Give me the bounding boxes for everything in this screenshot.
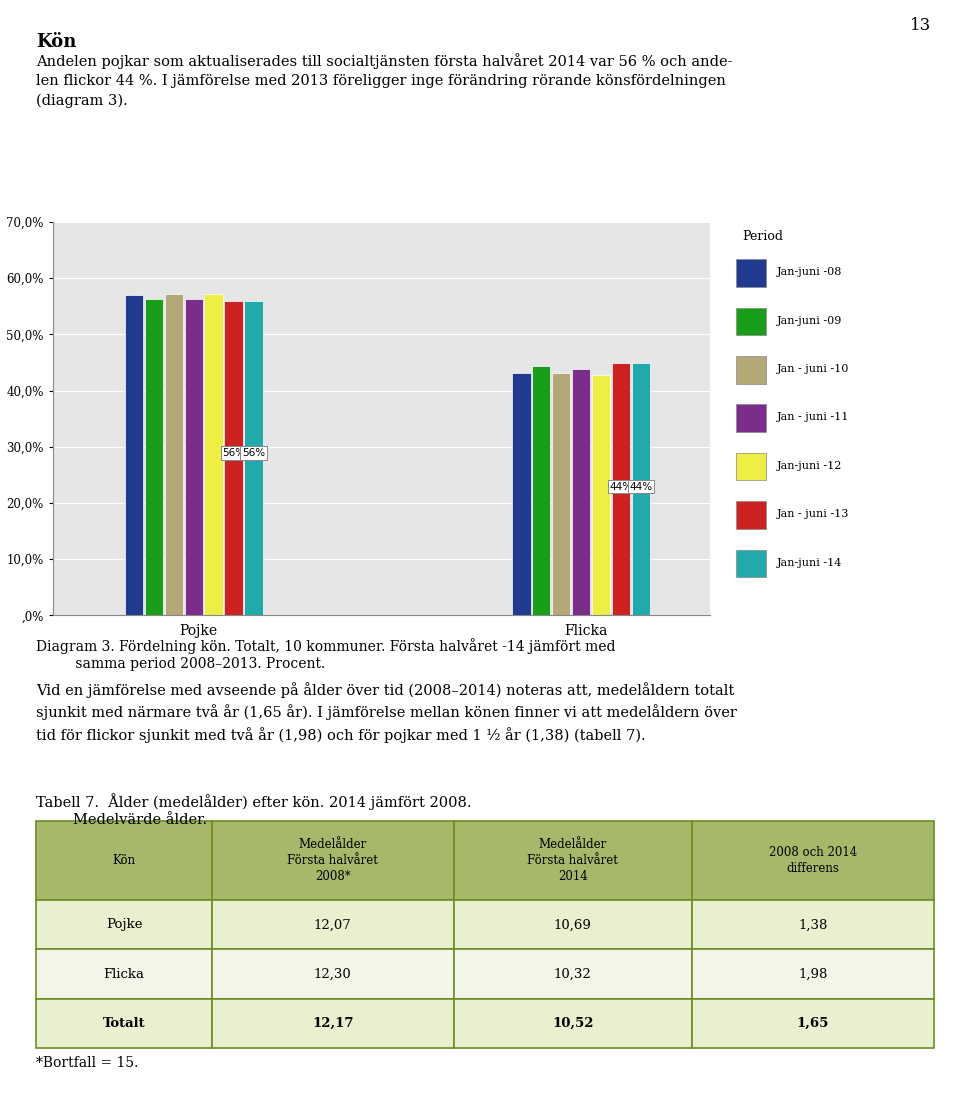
Text: 12,30: 12,30 <box>314 968 351 980</box>
Text: samma period 2008–2013. Procent.: samma period 2008–2013. Procent. <box>36 657 325 671</box>
Text: Kön: Kön <box>112 854 135 867</box>
Text: 10,52: 10,52 <box>552 1017 593 1030</box>
Bar <box>211 901 454 949</box>
Bar <box>735 550 766 578</box>
Bar <box>592 375 611 615</box>
Bar <box>211 821 454 901</box>
Bar <box>164 294 183 615</box>
Text: Vid en jämförelse med avseende på ålder över tid (2008–2014) noteras att, medelå: Vid en jämförelse med avseende på ålder … <box>36 682 737 743</box>
Bar <box>125 295 143 615</box>
Bar <box>512 373 531 615</box>
Bar <box>735 405 766 433</box>
Bar <box>454 901 692 949</box>
Text: 44%: 44% <box>630 481 653 491</box>
Text: 10,32: 10,32 <box>554 968 591 980</box>
Text: Period: Period <box>742 230 783 243</box>
Bar <box>692 821 934 901</box>
Text: 13: 13 <box>910 17 931 33</box>
Bar <box>532 366 550 615</box>
Text: Flicka: Flicka <box>104 968 145 980</box>
Text: Medelålder
Första halvåret
2014: Medelålder Första halvåret 2014 <box>527 838 618 883</box>
Bar <box>184 299 203 615</box>
Bar <box>204 294 223 615</box>
Text: Jan-juni -09: Jan-juni -09 <box>777 316 842 326</box>
Text: *Bortfall = 15.: *Bortfall = 15. <box>36 1056 139 1070</box>
Text: Kön: Kön <box>36 33 77 51</box>
Bar <box>735 356 766 384</box>
Text: 10,69: 10,69 <box>554 918 591 932</box>
Text: Jan - juni -13: Jan - juni -13 <box>777 509 849 519</box>
Text: 2008 och 2014
differens: 2008 och 2014 differens <box>769 846 857 875</box>
Bar <box>36 999 211 1048</box>
Text: Totalt: Totalt <box>103 1017 145 1030</box>
Bar <box>552 373 570 615</box>
Text: Jan-juni -14: Jan-juni -14 <box>777 558 842 568</box>
Text: Tabell 7.  Ålder (medelålder) efter kön. 2014 jämfört 2008.: Tabell 7. Ålder (medelålder) efter kön. … <box>36 793 472 810</box>
Text: Jan-juni -08: Jan-juni -08 <box>777 267 842 277</box>
Text: 1,65: 1,65 <box>797 1017 829 1030</box>
Bar <box>612 363 631 615</box>
Text: 56%: 56% <box>222 448 245 458</box>
Bar <box>145 298 163 615</box>
Bar <box>735 260 766 287</box>
Bar <box>36 821 211 901</box>
Bar <box>211 999 454 1048</box>
Bar <box>735 452 766 480</box>
Text: 56%: 56% <box>242 448 265 458</box>
Bar <box>36 901 211 949</box>
Text: Jan-juni -12: Jan-juni -12 <box>777 461 842 471</box>
Text: 44%: 44% <box>610 481 633 491</box>
Bar <box>36 949 211 999</box>
Bar <box>245 302 263 615</box>
Bar <box>454 949 692 999</box>
Text: 1,98: 1,98 <box>798 968 828 980</box>
Bar <box>692 999 934 1048</box>
Text: Pojke: Pojke <box>106 918 142 932</box>
Bar <box>454 999 692 1048</box>
Bar <box>692 949 934 999</box>
Text: Jan - juni -11: Jan - juni -11 <box>777 413 849 423</box>
Bar <box>735 307 766 335</box>
Text: Medelvärde ålder.: Medelvärde ålder. <box>36 813 207 827</box>
Bar <box>632 363 650 615</box>
Bar <box>225 302 243 615</box>
Text: 1,38: 1,38 <box>798 918 828 932</box>
Text: Diagram 3. Fördelning kön. Totalt, 10 kommuner. Första halvåret -14 jämfört med: Diagram 3. Fördelning kön. Totalt, 10 ko… <box>36 638 616 653</box>
Text: 12,17: 12,17 <box>312 1017 353 1030</box>
Text: Jan - juni -10: Jan - juni -10 <box>777 364 849 374</box>
Text: 12,07: 12,07 <box>314 918 351 932</box>
Bar <box>211 949 454 999</box>
Bar <box>572 369 590 615</box>
Bar <box>692 901 934 949</box>
Text: Medelålder
Första halvåret
2008*: Medelålder Första halvåret 2008* <box>287 838 378 883</box>
Bar <box>454 821 692 901</box>
Bar <box>735 501 766 529</box>
Text: Andelen pojkar som aktualiserades till socialtjänsten första halvåret 2014 var 5: Andelen pojkar som aktualiserades till s… <box>36 53 733 108</box>
